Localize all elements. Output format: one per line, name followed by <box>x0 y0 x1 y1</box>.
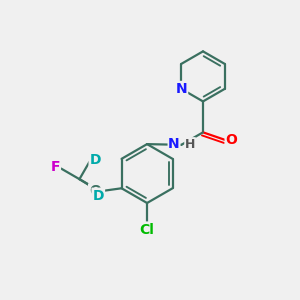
Text: H: H <box>185 138 195 151</box>
Text: O: O <box>89 184 101 198</box>
Text: N: N <box>176 82 187 96</box>
Text: D: D <box>90 153 101 167</box>
Text: Cl: Cl <box>140 223 154 236</box>
Text: F: F <box>50 160 60 174</box>
Text: O: O <box>226 133 238 147</box>
Text: D: D <box>92 189 104 202</box>
Text: N: N <box>168 137 180 151</box>
